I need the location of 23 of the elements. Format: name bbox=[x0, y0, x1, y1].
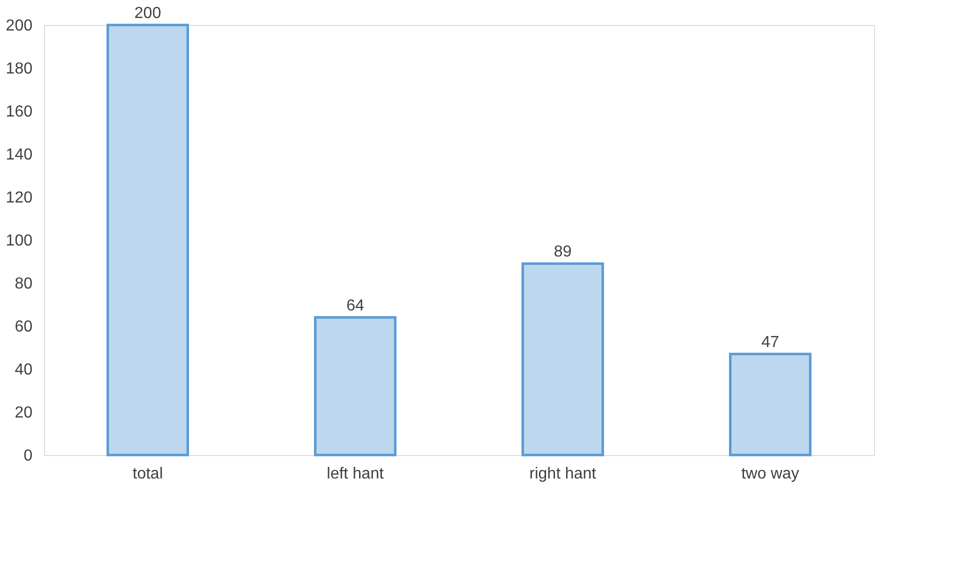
x-tick-label: left hant bbox=[326, 466, 384, 482]
y-tick-label: 0 bbox=[24, 448, 33, 464]
x-tick-label: right hant bbox=[529, 466, 597, 482]
data-label: 47 bbox=[761, 334, 780, 351]
bar bbox=[314, 316, 396, 456]
bar bbox=[522, 262, 604, 456]
bar bbox=[106, 24, 189, 456]
y-tick-label: 20 bbox=[14, 404, 33, 422]
data-label: 64 bbox=[346, 297, 364, 314]
x-tick-label: two way bbox=[741, 466, 800, 482]
y-tick-label: 100 bbox=[6, 232, 33, 250]
y-tick-label: 160 bbox=[6, 104, 33, 120]
y-tick-label: 180 bbox=[6, 60, 33, 78]
data-label: 89 bbox=[554, 244, 572, 261]
y-tick-label: 140 bbox=[6, 146, 33, 164]
y-tick-label: 120 bbox=[6, 190, 33, 206]
data-label: 200 bbox=[134, 5, 162, 22]
y-tick-label: 200 bbox=[6, 18, 33, 34]
y-tick-label: 40 bbox=[14, 362, 33, 378]
x-tick-label: total bbox=[132, 466, 163, 482]
bar bbox=[729, 352, 812, 456]
y-tick-label: 80 bbox=[14, 276, 33, 292]
y-tick-label: 60 bbox=[14, 318, 33, 336]
